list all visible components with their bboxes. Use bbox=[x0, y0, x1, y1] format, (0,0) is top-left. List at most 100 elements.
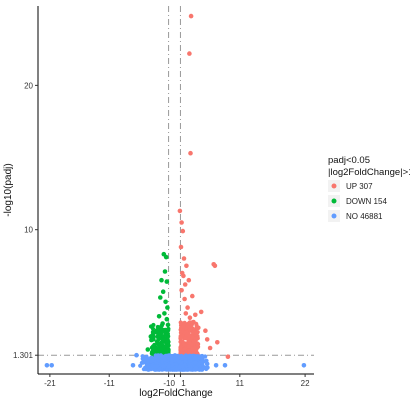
cluster-point bbox=[163, 327, 168, 332]
data-point-2-12 bbox=[154, 354, 159, 360]
legend: padj<0.05 |log2FoldChange|>1 UP 307 DOWN … bbox=[328, 155, 410, 222]
legend-label-1: DOWN 154 bbox=[346, 197, 387, 206]
data-point-2-2 bbox=[130, 363, 136, 368]
data-point-1-5 bbox=[160, 289, 166, 295]
cluster-point bbox=[155, 364, 160, 369]
data-point-0-0 bbox=[188, 13, 194, 19]
cluster-point bbox=[182, 347, 187, 352]
y-tick-label-0: 1.301 bbox=[13, 351, 34, 360]
legend-label-2: NO 46881 bbox=[346, 212, 383, 221]
data-point-1-9 bbox=[162, 311, 167, 316]
legend-label-0: UP 307 bbox=[346, 182, 373, 191]
cluster-point bbox=[180, 339, 185, 344]
data-point-1-20 bbox=[165, 322, 171, 328]
data-point-1-15 bbox=[150, 344, 156, 349]
data-point-2-0 bbox=[44, 363, 50, 368]
cluster-point bbox=[156, 337, 161, 342]
data-point-2-14 bbox=[175, 355, 180, 361]
cluster-point bbox=[186, 344, 191, 349]
data-point-0-5 bbox=[180, 228, 186, 234]
cluster-point bbox=[141, 367, 146, 372]
data-point-0-22 bbox=[215, 340, 220, 345]
data-point-1-1 bbox=[163, 254, 169, 260]
data-point-1-4 bbox=[164, 279, 170, 284]
x-tick-label-1: -11 bbox=[104, 379, 116, 388]
data-point-0-15 bbox=[190, 293, 195, 299]
cluster-point bbox=[193, 360, 198, 365]
data-point-1-14 bbox=[148, 334, 154, 339]
data-point-1-11 bbox=[164, 316, 170, 322]
cluster-point bbox=[161, 364, 166, 369]
cluster-point bbox=[190, 335, 195, 340]
x-tick-label-2: -10 bbox=[163, 379, 175, 388]
cluster-point bbox=[188, 358, 193, 363]
data-point-0-20 bbox=[193, 312, 198, 318]
cluster-point bbox=[202, 365, 207, 370]
cluster-point bbox=[187, 367, 192, 372]
data-point-1-21 bbox=[160, 337, 166, 342]
data-point-1-3 bbox=[159, 277, 164, 283]
data-point-0-14 bbox=[212, 263, 218, 269]
cluster-point bbox=[150, 326, 156, 331]
data-point-1-18 bbox=[163, 331, 168, 336]
data-point-1-19 bbox=[158, 327, 164, 332]
legend-title-line2: |log2FoldChange|>1 bbox=[328, 167, 410, 178]
data-point-2-3 bbox=[134, 352, 139, 358]
cluster-point bbox=[158, 348, 163, 353]
data-point-1-6 bbox=[158, 295, 163, 300]
data-point-0-19 bbox=[185, 305, 190, 310]
y-tick-label-1: 10 bbox=[24, 226, 33, 235]
data-points bbox=[44, 13, 307, 372]
data-point-1-16 bbox=[145, 347, 151, 352]
cluster-point bbox=[179, 335, 184, 340]
data-point-0-10 bbox=[181, 273, 186, 279]
x-ticks: -21 -11 -10 1 11 22 bbox=[44, 374, 310, 388]
data-point-0-29 bbox=[183, 311, 189, 316]
data-point-0-26 bbox=[196, 325, 201, 331]
cluster-point bbox=[147, 363, 152, 368]
cluster-point bbox=[193, 337, 198, 342]
data-point-1-12 bbox=[160, 321, 165, 326]
data-point-0-7 bbox=[181, 256, 187, 261]
cluster-point bbox=[157, 366, 162, 371]
cluster-point bbox=[165, 353, 170, 358]
data-point-2-1 bbox=[49, 363, 54, 368]
cluster-point bbox=[181, 324, 186, 329]
x-tick-label-0: -21 bbox=[44, 379, 56, 388]
cluster-point bbox=[150, 364, 155, 369]
cluster-point bbox=[165, 340, 171, 345]
data-point-0-25 bbox=[204, 337, 210, 342]
threshold-lines bbox=[38, 6, 314, 374]
cluster-point bbox=[140, 354, 145, 359]
cluster-point bbox=[165, 344, 170, 349]
data-point-0-11 bbox=[182, 282, 188, 287]
y-ticks: 1.301 10 20 bbox=[13, 81, 38, 360]
data-point-0-2 bbox=[188, 150, 193, 156]
x-tick-label-5: 22 bbox=[301, 379, 310, 388]
cluster-point bbox=[200, 355, 205, 361]
cluster-point bbox=[178, 345, 183, 350]
cluster-point bbox=[195, 341, 200, 346]
data-point-0-28 bbox=[187, 315, 193, 321]
data-point-0-27 bbox=[191, 319, 196, 325]
data-point-0-17 bbox=[182, 296, 187, 302]
x-tick-label-3: 1 bbox=[181, 379, 186, 388]
data-point-2-10 bbox=[301, 363, 307, 368]
data-point-2-9 bbox=[222, 363, 228, 368]
legend-key-0 bbox=[331, 183, 337, 189]
data-point-0-12 bbox=[186, 277, 192, 283]
data-point-1-7 bbox=[163, 299, 168, 305]
data-point-0-3 bbox=[177, 208, 183, 214]
data-point-1-13 bbox=[153, 329, 158, 335]
data-point-2-7 bbox=[204, 361, 210, 367]
data-point-0-8 bbox=[184, 263, 189, 269]
data-point-0-21 bbox=[203, 328, 208, 334]
y-axis-title: -log10(padj) bbox=[3, 163, 14, 216]
data-point-1-10 bbox=[156, 314, 162, 319]
y-tick-label-2: 20 bbox=[24, 81, 33, 90]
data-point-0-24 bbox=[225, 354, 231, 360]
x-axis-title: log2FoldChange bbox=[139, 388, 213, 399]
legend-title-line1: padj<0.05 bbox=[328, 155, 370, 166]
